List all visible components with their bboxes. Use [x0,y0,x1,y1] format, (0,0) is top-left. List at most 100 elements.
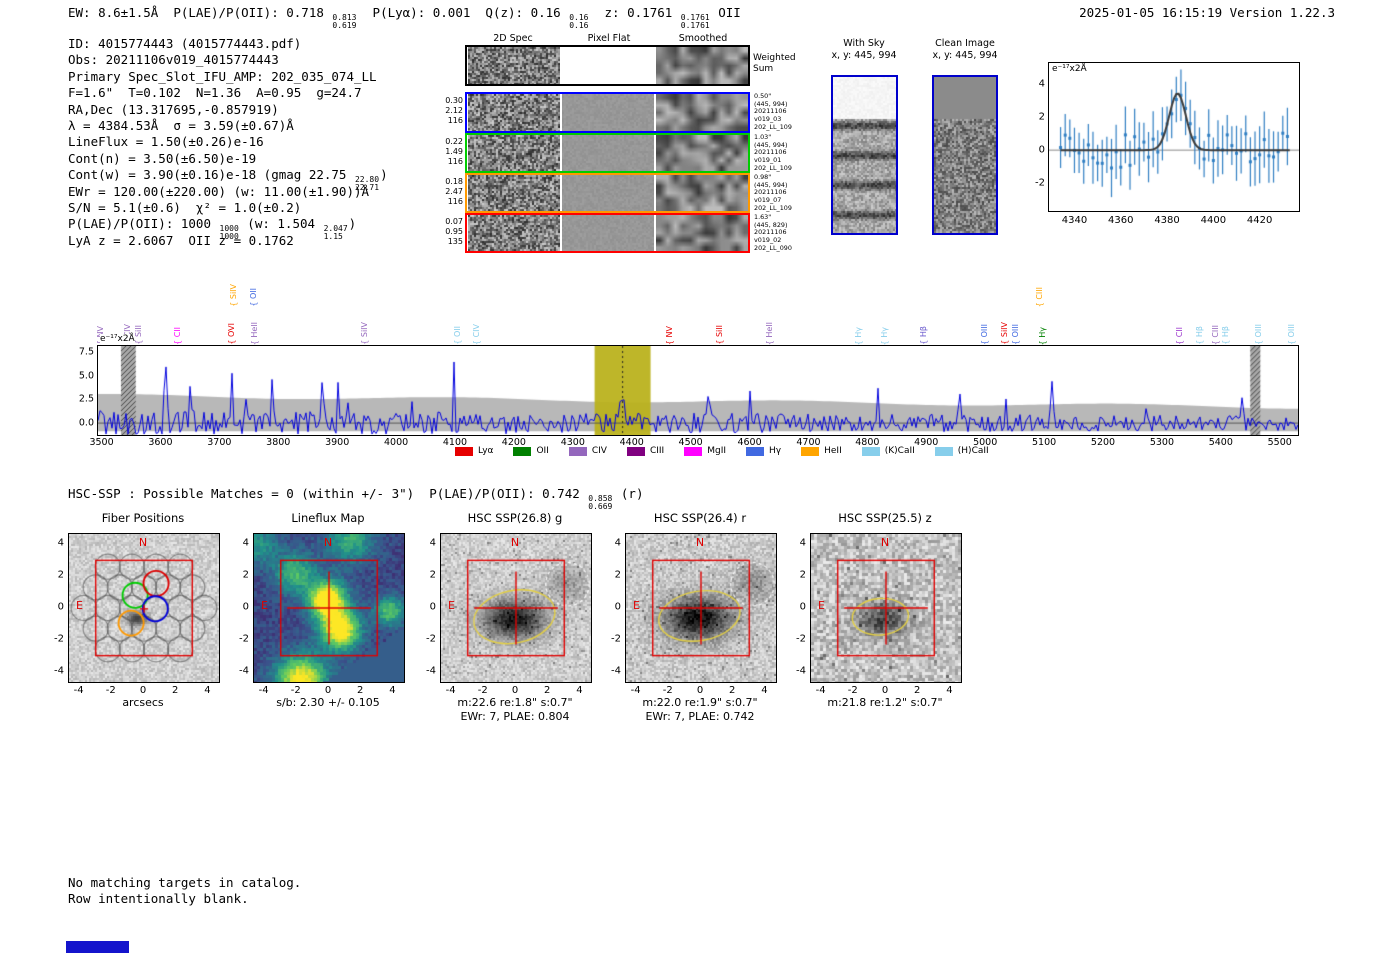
cutout-x-tick-label: -4 [445,685,456,696]
clean-image-coords: x, y: 445, 994 [932,50,998,61]
cutout-x-tick-label: -4 [73,685,84,696]
legend-label: (K)CaII [884,446,915,456]
full-spectrum-plot: e⁻¹⁷x2Å 7.5 5.0 2.5 0.0 3500 3600 3700 3800 3900… [79,334,1299,448]
spectrum-x-tick-label: 5500 [1267,437,1292,448]
cutout-y-tick-label: -4 [54,665,64,677]
spec2d-row-right-info: 1.63" (445, 829) 20211106 v019_02 202_LL… [754,213,792,252]
cutout-y-tick-label: 0 [242,601,249,613]
spectrum-unit-label: e⁻¹⁷x2Å [100,334,135,344]
cutout-xlabel: m:21.8 re:1.2" s:0.7" [827,696,943,709]
hi-lo-uncertainty: 2.047 1.15 [323,224,348,242]
compass-east-label: E [261,599,268,612]
legend-swatch [801,446,820,456]
spectrum-x-tick-label: 3500 [89,437,114,448]
spec2d-row-left-stats: 0.07 0.95 135 [445,217,463,246]
spec2d-row-border [465,213,750,253]
text-segment: Cont(n) = 3.50(±6.50)e-19 [68,150,257,166]
legend-label: MgII [707,446,727,456]
emission-line-labels: { NV { CIV { SiII { CII { OVI { SiIV { OII { He… [96,268,1297,345]
compass-east-label: E [818,599,825,612]
spec2d-row-border [465,133,750,173]
spec2d-noise-image [468,47,560,84]
hi-lo-uncertainty: 0.858 0.669 [588,494,613,512]
emission-line-label: { CII [173,327,183,345]
info-line: Obs: 20211106v019_4015774443 [68,52,388,68]
spec2d-pixelflat-image [562,215,654,251]
spec2d-noise-image [468,94,560,131]
cutout-title: HSC SSP(26.4) r [653,511,747,525]
spectrum-x-tick-label: 4300 [560,437,585,448]
cutout-image-lineflux [253,533,405,683]
text-segment: λ = 4384.53Å σ = 3.59(±0.67)Å [68,117,294,133]
spec2d-column-title: 2D Spec [493,33,533,44]
spectrum-x-tick-label: 3700 [207,437,232,448]
spectrum-x-tick-label: 4100 [442,437,468,448]
compass-east-label: E [448,599,455,612]
cutout-x-tick-label: -2 [290,685,301,696]
emission-line-label: { CIV [471,323,481,345]
legend-swatch [934,446,953,456]
spectrum-x-tick-label: 4000 [383,437,409,448]
cutout-image-hsc_r [625,533,777,683]
spectrum-x-tick-label: 5300 [1149,437,1174,448]
cutout-xlabel: m:22.0 re:1.9" s:0.7" [642,696,758,709]
cutout-y-tick-label: -2 [239,633,249,645]
cutout-y-tick-label: -2 [426,633,436,645]
emission-line-label: { Hγ [880,326,890,345]
emission-line-label: { HeII [250,321,260,345]
compass-north-label: N [138,536,148,549]
cutout-y-tick-label: 4 [242,537,249,549]
emission-line-label: { CIII [1034,286,1044,307]
cutout-y-tick-label: 4 [614,537,621,549]
clean-image-frame [932,75,998,235]
legend-item: Lyα [455,446,493,456]
spectrum-x-tick-label: 3800 [266,437,291,448]
text-segment: ) [380,167,388,183]
emission-line-label: { OIII [1287,323,1297,345]
inset-x-tick-label: 4340 [1061,215,1088,226]
info-line: S/N = 5.1(±0.6) χ² = 1.0(±0.2) [68,200,388,216]
cutout-x-tick-label: 4 [946,685,953,696]
cutout-image-hsc_g [440,533,592,683]
spectrum-x-tick-label: 4700 [796,437,821,448]
bottom-blue-bar [66,941,129,953]
legend-swatch [684,446,703,456]
spec2d-row-border [465,173,750,213]
detection-info-block: ID: 4015774443 (4015774443.pdf) Obs: 2021… [68,36,388,249]
legend-swatch [513,446,532,456]
spec2d-row-right-info: 0.98" (445, 994) 20211106 v019_07 202_LL… [754,173,792,212]
info-line: RA,Dec (13.317695,-0.857919) [68,102,388,118]
spectrum-x-tick-label: 4800 [855,437,880,448]
cutout-x-tick-label: 4 [576,685,583,696]
inset-y-tick-label: 0 [1038,144,1045,156]
spectrum-x-tick-label: 5400 [1208,437,1233,448]
legend-swatch [626,446,645,456]
emission-line-label: { OIII [1254,323,1264,345]
cutout-y-tick-label: -4 [611,665,621,677]
spec2d-row-left-stats: 0.30 2.12 116 [445,96,463,125]
info-line: Cont(n) = 3.50(±6.50)e-19 [68,151,388,167]
hi-lo-uncertainty: 0.1761 0.1761 [680,13,710,31]
cutout-panel-hsc_g: HSC SSP(26.8) g 4 2 0 -2 -4 -4 -2 0 2 4 m:22.6 re:1… [426,511,592,723]
spectrum-x-tick-label: 5200 [1090,437,1116,448]
spec2d-pixelflat-image [562,135,654,171]
text-segment: ) [348,216,357,232]
emission-line-label: { SiIV [228,284,238,307]
inset-plot-canvas [1049,63,1299,211]
cutout-panel-hsc_z: HSC SSP(25.5) z 4 2 0 -2 -4 -4 -2 0 2 4 m:21.8 re:1… [796,511,962,709]
emission-line-label: { Hγ [854,326,864,345]
legend-label: Lyα [478,446,494,456]
legend-label: CIII [649,446,665,456]
info-line: P(LAE)/P(OII): 1000 1000 1000 (w: 1.504 2… [68,216,388,241]
emission-line-label: { SiIV [999,322,1009,345]
spectrum-x-tick-label: 4900 [914,437,939,448]
info-line: Primary Spec_Slot_IFU_AMP: 202_035_074_L… [68,69,388,85]
cutout-title: HSC SSP(26.8) g [467,511,563,525]
cutout-title: Lineflux Map [291,511,365,525]
with-sky-image [833,77,896,233]
cutout-xlabel: m:22.6 re:1.8" s:0.7" [457,696,573,709]
cutout-x-tick-label: 4 [389,685,396,696]
info-line: λ = 4384.53Å σ = 3.59(±0.67)Å [68,118,388,134]
cutout-y-tick-label: -4 [796,665,806,677]
